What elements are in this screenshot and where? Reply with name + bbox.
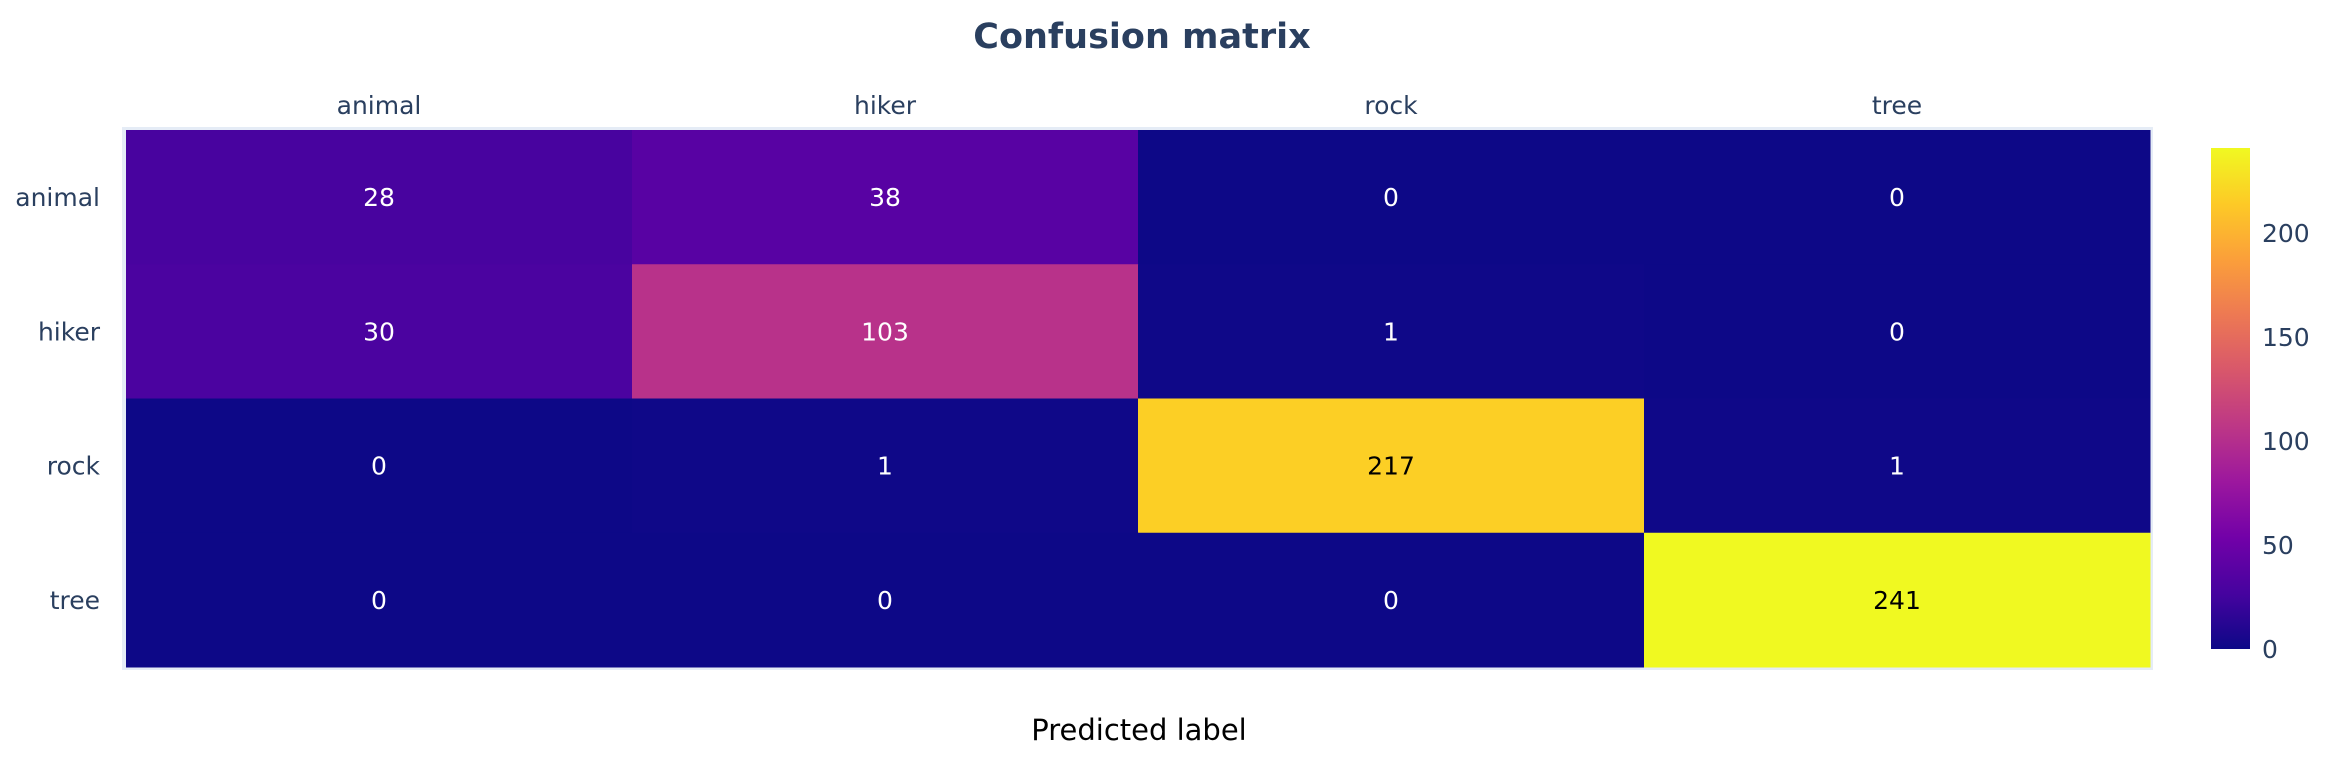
heatmap-cell-value: 30 — [363, 317, 395, 346]
heatmap-cell — [126, 532, 633, 668]
heatmap-cell — [632, 264, 1139, 399]
heatmap-cell-value: 1 — [1889, 452, 1905, 481]
x-axis-title: Predicted label — [1031, 713, 1247, 747]
heatmap-cell — [1138, 532, 1645, 668]
y-axis-ticks: animal hiker rock tree — [15, 183, 100, 615]
x-tick-label: animal — [337, 91, 422, 120]
heatmap-cell-value: 0 — [1383, 183, 1399, 212]
y-tick-label: tree — [50, 586, 100, 615]
heatmap-cell-value: 28 — [363, 183, 395, 212]
colorbar-tick-label: 200 — [2262, 219, 2310, 248]
heatmap-cell — [126, 398, 633, 534]
heatmap-cell — [632, 130, 1139, 265]
heatmap-cell-value: 0 — [371, 586, 387, 615]
heatmap-cell-value: 241 — [1873, 586, 1921, 615]
x-tick-label: rock — [1364, 91, 1418, 120]
x-axis-ticks: animal hiker rock tree — [337, 91, 1923, 120]
y-tick-label: hiker — [38, 317, 101, 346]
x-tick-label: hiker — [854, 91, 917, 120]
colorbar — [2211, 148, 2250, 649]
colorbar-ticks: 0 50 100 150 200 — [2262, 219, 2310, 664]
heatmap-cell-value: 217 — [1367, 452, 1415, 481]
heatmap-cell-value: 0 — [1383, 586, 1399, 615]
heatmap-cell — [1644, 398, 2151, 534]
chart-title: Confusion matrix — [973, 17, 1311, 57]
heatmap-cell — [1644, 532, 2151, 668]
x-tick-label: tree — [1872, 91, 1922, 120]
colorbar-tick-label: 100 — [2262, 427, 2310, 456]
heatmap-cell-value: 103 — [861, 317, 909, 346]
heatmap-cell — [632, 398, 1139, 534]
heatmap-cell-value: 1 — [877, 452, 893, 481]
colorbar-tick-label: 150 — [2262, 323, 2310, 352]
heatmap-cell-value: 0 — [877, 586, 893, 615]
heatmap-cell-value: 0 — [1889, 317, 1905, 346]
heatmap-cell — [1644, 264, 2151, 399]
heatmap-cell-value: 1 — [1383, 317, 1399, 346]
heatmap-cell-value: 0 — [1889, 183, 1905, 212]
heatmap-cell — [1138, 264, 1645, 399]
heatmap-cell — [1138, 398, 1645, 534]
heatmap-cell-value: 0 — [371, 452, 387, 481]
heatmap-cell — [1644, 130, 2151, 265]
heatmap-cells — [126, 130, 2151, 668]
colorbar-tick-label: 0 — [2262, 635, 2278, 664]
heatmap-cell — [1138, 130, 1645, 265]
colorbar-tick-label: 50 — [2262, 531, 2294, 560]
heatmap-cell — [126, 264, 633, 399]
y-tick-label: rock — [47, 452, 101, 481]
heatmap-cell-labels: 28 38 0 0 30 103 1 0 0 1 217 1 0 0 0 241 — [363, 183, 1921, 615]
heatmap-cell-value: 38 — [869, 183, 901, 212]
heatmap-cell — [632, 532, 1139, 668]
heatmap-cell — [126, 130, 633, 265]
y-tick-label: animal — [15, 183, 100, 212]
